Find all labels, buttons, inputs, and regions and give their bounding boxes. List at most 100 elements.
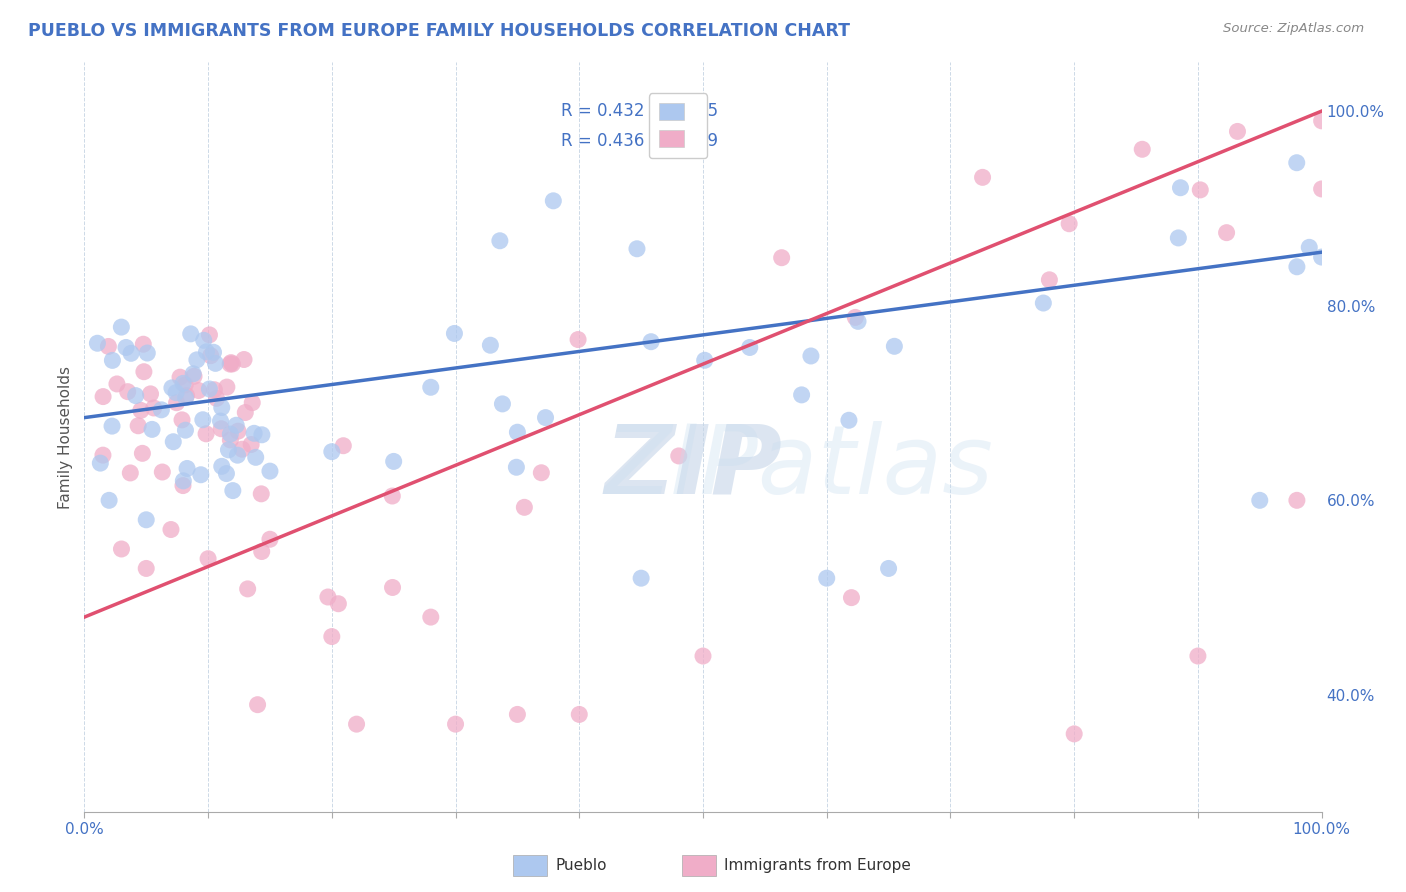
Point [1215,226,1237,240]
Point [221,357,243,371]
Point [86,336,108,351]
Point [883,339,905,353]
Point [141,422,163,436]
Point [1170,180,1192,194]
Point [215,380,238,394]
Point [243,426,266,441]
Point [91,448,114,462]
Point [139,387,162,401]
Point [534,410,557,425]
Point [506,707,529,722]
Point [877,561,900,575]
Point [346,717,368,731]
Point [197,551,219,566]
Point [183,369,205,384]
Point [815,571,838,585]
Point [250,544,273,558]
Point [135,513,157,527]
Point [195,344,218,359]
Point [738,341,761,355]
Point [226,448,249,462]
Text: Immigrants from Europe: Immigrants from Europe [724,858,911,872]
Bar [682,855,716,876]
Point [205,392,228,406]
Point [419,380,441,394]
Point [321,444,343,458]
Point [209,414,232,428]
Point [120,466,142,480]
Point [225,418,247,433]
Point [215,467,238,481]
Point [162,434,184,449]
Point [160,381,183,395]
Text: R = 0.432   N = 75: R = 0.432 N = 75 [561,103,718,120]
Point [117,384,139,399]
Point [1249,493,1271,508]
Point [259,464,281,478]
Point [127,418,149,433]
Text: PUEBLO VS IMMIGRANTS FROM EUROPE FAMILY HOUSEHOLDS CORRELATION CHART: PUEBLO VS IMMIGRANTS FROM EUROPE FAMILY … [28,22,851,40]
Text: R = 0.436   N = 79: R = 0.436 N = 79 [561,132,717,150]
Point [101,353,124,368]
Point [236,582,259,596]
Point [1187,648,1209,663]
Point [568,707,591,722]
Point [640,334,662,349]
Point [1226,124,1249,138]
Point [204,383,226,397]
Point [209,422,232,436]
Point [770,251,793,265]
Point [1310,182,1333,196]
Point [626,242,648,256]
Point [443,326,465,341]
Point [231,442,253,457]
Point [1310,250,1333,264]
Legend: , : , [650,94,707,158]
Point [211,459,233,474]
Point [479,338,502,352]
Point [180,326,202,341]
Text: ZIPatlas: ZIPatlas [605,420,993,514]
Point [245,450,267,465]
Point [200,349,222,363]
Point [513,500,536,515]
Point [174,377,197,392]
Point [972,170,994,185]
Point [1032,296,1054,310]
Point [800,349,823,363]
Point [1310,113,1333,128]
Point [219,427,242,442]
Point [174,423,197,437]
Y-axis label: Family Households: Family Households [58,366,73,508]
Text: Pueblo: Pueblo [555,858,607,872]
Point [1285,155,1308,169]
Point [530,466,553,480]
Point [250,487,273,501]
Point [316,590,339,604]
Point [131,446,153,460]
Point [1189,183,1212,197]
Point [246,698,269,712]
Point [136,346,159,360]
Point [219,356,242,370]
Point [124,389,146,403]
Point [630,571,652,585]
Point [381,489,404,503]
Point [165,385,187,400]
Point [105,376,128,391]
Bar [513,855,547,876]
Point [115,341,138,355]
Point [135,561,157,575]
Point [101,419,124,434]
Point [233,405,256,419]
Point [419,610,441,624]
Point [1285,493,1308,508]
Point [211,401,233,415]
Point [219,433,242,447]
Point [240,395,263,409]
Point [170,413,193,427]
Point [259,533,281,547]
Point [150,465,173,479]
Point [129,403,152,417]
Point [198,327,221,342]
